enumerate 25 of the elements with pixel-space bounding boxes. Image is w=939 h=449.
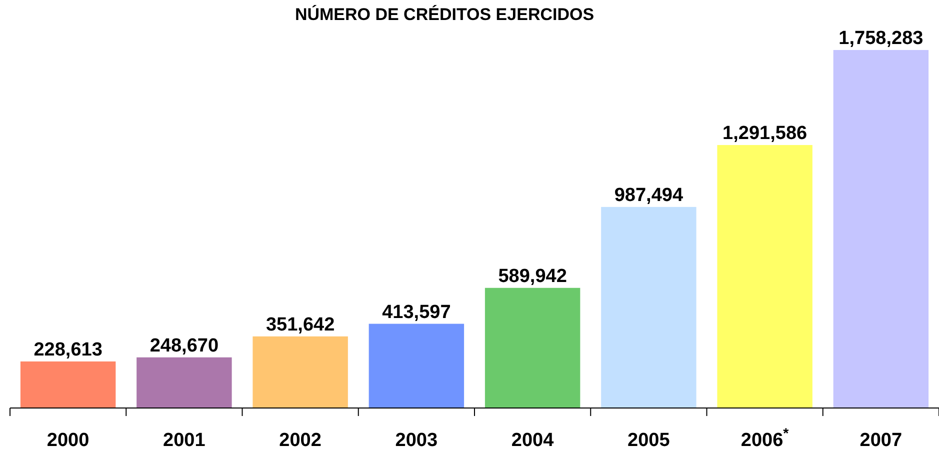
bar: [136, 357, 232, 408]
x-tick-label: 2007: [860, 430, 902, 449]
x-tick-label: 2000: [46, 430, 90, 449]
x-tick-label: 2006$^{*}$: [740, 426, 790, 449]
data-label: 248,670: [150, 335, 219, 356]
chart-title: NÚMERO DE CRÉDITOS EJERCIDOS: [294, 4, 594, 24]
data-label: 589,942: [498, 266, 567, 287]
x-tick-label: 2003: [395, 430, 438, 449]
bar: [252, 336, 348, 408]
bar: [833, 50, 929, 408]
bar: [20, 361, 116, 408]
data-label: 413,597: [382, 302, 451, 323]
data-label: 987,494: [614, 184, 684, 206]
data-label: 1,758,283: [838, 28, 924, 49]
bar: [717, 145, 812, 408]
x-tick-label: 2001: [163, 430, 206, 449]
x-tick-label: 2004: [511, 430, 554, 449]
bar: [368, 324, 464, 408]
bar: [601, 206, 696, 408]
x-tick-label: 2002: [279, 430, 322, 449]
data-label: 1,291,586: [722, 123, 808, 144]
x-tick-label: 2005: [628, 430, 670, 449]
data-label: 351,642: [266, 314, 335, 336]
data-label: 228,613: [34, 339, 102, 360]
bar: [484, 288, 580, 408]
